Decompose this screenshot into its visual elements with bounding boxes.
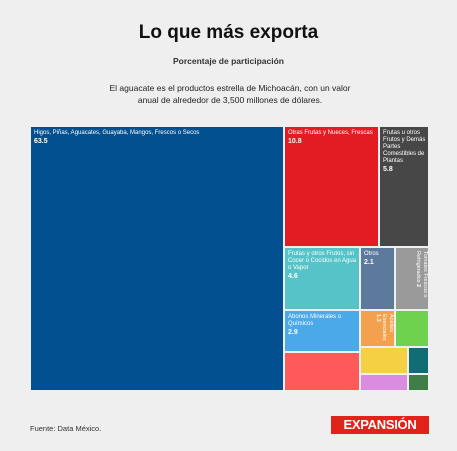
treemap-tile [395,310,429,347]
tile-label: Frutas y otros Frutos, sin Cocer o Cocid… [288,251,357,280]
tile-label-text: Tomates Frescos o Refrigerados [415,251,429,298]
tile-label-text: Otros [364,251,379,257]
tile-label: Higos, Piñas, Aguacates, Guayaba, Mangos… [34,130,281,145]
tile-value: 4.6 [288,273,298,280]
tile-value: 63.5 [34,138,48,145]
chart-subtitle: Porcentaje de participación [172,56,284,66]
tile-label-text: Frutas y otros Frutos, sin Cocer o Cocid… [288,251,357,271]
tile-label-text: Aceites Esenciales [381,314,395,341]
tile-value: 10.8 [288,138,302,145]
treemap-tile [408,374,429,391]
tile-value: 1.3 [375,314,381,322]
treemap-tile [360,374,408,391]
source-note: Fuente: Data México. [30,424,102,433]
treemap-tile: Frutas y otros Frutos, sin Cocer o Cocid… [284,247,360,310]
treemap-tile: Tomates Frescos o Refrigerados 2 [395,247,429,310]
treemap-tile: Frutas u otros Frutos y Demás Partes Com… [379,126,429,247]
tile-value: 2.9 [288,329,298,336]
treemap-tile [408,347,429,374]
tile-value: 5.8 [383,166,393,173]
tile-label-text: Abonos Minerales o Químicos [288,314,342,327]
treemap-chart: Higos, Piñas, Aguacates, Guayaba, Mangos… [30,126,429,391]
tile-label-text: Frutas u otros Frutos y Demás Partes Com… [383,130,426,164]
chart-title: Lo que más exporta [138,22,319,43]
tile-label: Aceites Esenciales 1.3 [375,314,395,345]
tile-label: Abonos Minerales o Químicos 2.9 [288,314,357,336]
treemap-tile: Higos, Piñas, Aguacates, Guayaba, Mangos… [30,126,284,391]
tile-label: Otras Frutas y Nueces, Frescas 10.8 [288,130,376,145]
chart-description: El aguacate es el productos estrella de … [109,83,351,105]
tile-label: Otros 2.1 [364,251,392,266]
tile-label-text: Higos, Piñas, Aguacates, Guayaba, Mangos… [34,130,200,136]
tile-label: Tomates Frescos o Refrigerados 2 [415,251,429,308]
treemap-tile: Otras Frutas y Nueces, Frescas 10.8 [284,126,379,247]
expansion-logo: EXPANSIÓN [331,416,429,434]
treemap-tile [284,352,360,391]
tile-label: Frutas u otros Frutos y Demás Partes Com… [383,130,426,173]
treemap-tile: Abonos Minerales o Químicos 2.9 [284,310,360,352]
treemap-tile: Otros 2.1 [360,247,395,310]
treemap-tile: Aceites Esenciales 1.3 [360,310,395,347]
tile-value: 2.1 [364,259,374,266]
tile-value: 2 [415,284,422,288]
tile-label-text: Otras Frutas y Nueces, Frescas [288,130,373,136]
treemap-tile [360,347,408,374]
